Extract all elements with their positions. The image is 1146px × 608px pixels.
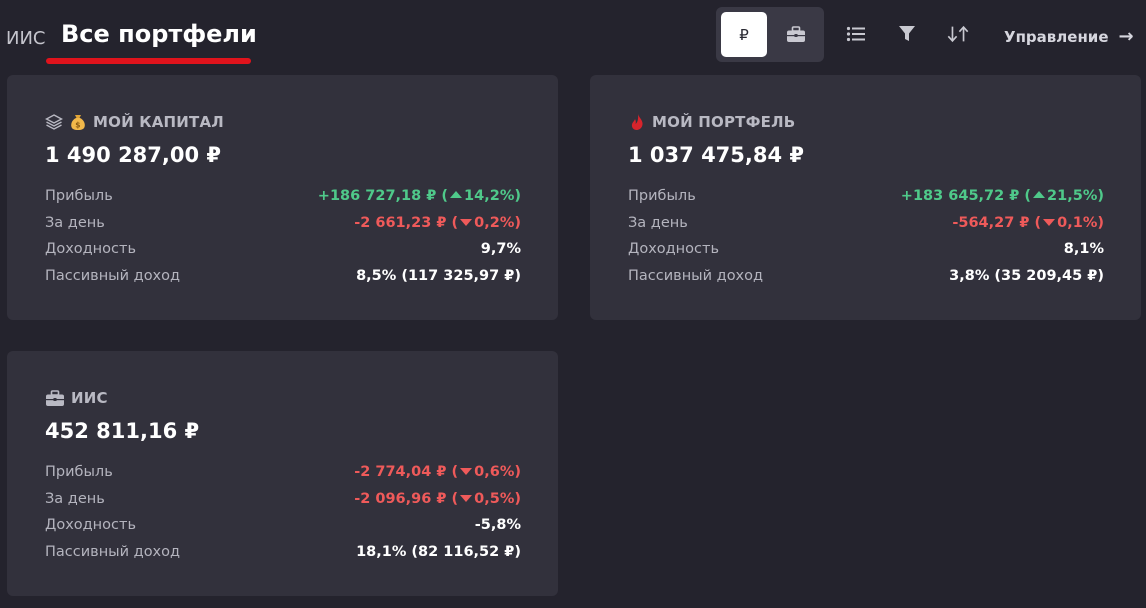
row-label: Пассивный доход xyxy=(628,267,764,284)
row-day: За день -564,27 ₽ (0,1%) xyxy=(628,210,1104,237)
list-view-button[interactable] xyxy=(844,22,868,46)
row-profit: Прибыль +183 645,72 ₽ (21,5%) xyxy=(628,183,1104,210)
passive-income-value: 8,5% (117 325,97 ₽) xyxy=(356,267,521,284)
card-title: ИИС xyxy=(45,389,108,407)
triangle-up-icon xyxy=(1033,191,1046,199)
list-icon xyxy=(846,26,865,42)
card-total: 1 037 475,84 ₽ xyxy=(628,143,805,167)
card-title: МОЙ ПОРТФЕЛЬ xyxy=(628,113,795,131)
card-rows: Прибыль -2 774,04 ₽ (0,6%) За день -2 09… xyxy=(45,459,521,565)
card-rows: Прибыль +183 645,72 ₽ (21,5%) За день -5… xyxy=(628,183,1104,289)
portfolio-card-iis[interactable]: ИИС 452 811,16 ₽ Прибыль -2 774,04 ₽ (0,… xyxy=(7,351,558,596)
active-tab-underline xyxy=(46,58,251,64)
ruble-label: ₽ xyxy=(739,25,749,44)
row-label: Прибыль xyxy=(45,464,113,481)
row-label: Доходность xyxy=(628,241,719,258)
row-label: За день xyxy=(45,490,105,507)
day-change-value: -564,27 ₽ (0,1%) xyxy=(952,214,1104,231)
portfolio-card-capital[interactable]: $ МОЙ КАПИТАЛ 1 490 287,00 ₽ Прибыль +18… xyxy=(7,75,558,320)
row-label: Пассивный доход xyxy=(45,543,181,560)
top-bar: ИИС Все портфели ₽ xyxy=(0,0,1146,70)
row-label: За день xyxy=(628,214,688,231)
row-day: За день -2 661,23 ₽ (0,2%) xyxy=(45,210,521,237)
triangle-down-icon xyxy=(1043,218,1056,226)
manage-label: Управление xyxy=(1004,27,1109,46)
card-total: 1 490 287,00 ₽ xyxy=(45,143,222,167)
tab-iis[interactable]: ИИС xyxy=(6,28,46,49)
row-passive-income: Пассивный доход 3,8% (35 209,45 ₽) xyxy=(628,263,1104,290)
yield-value: 9,7% xyxy=(480,241,521,258)
briefcase-icon xyxy=(45,389,65,407)
day-change-value: -2 661,23 ₽ (0,2%) xyxy=(354,214,521,231)
card-title-text: МОЙ ПОРТФЕЛЬ xyxy=(652,113,796,131)
card-rows: Прибыль +186 727,18 ₽ (14,2%) За день -2… xyxy=(45,183,521,289)
day-change-value: -2 096,96 ₽ (0,5%) xyxy=(354,490,521,507)
row-yield: Доходность 9,7% xyxy=(45,236,521,263)
sort-icon xyxy=(947,25,969,43)
profit-value: +183 645,72 ₽ (21,5%) xyxy=(900,188,1104,205)
row-passive-income: Пассивный доход 18,1% (82 116,52 ₽) xyxy=(45,539,521,566)
card-title-text: ИИС xyxy=(71,389,108,407)
passive-income-value: 3,8% (35 209,45 ₽) xyxy=(949,267,1104,284)
yield-value: -5,8% xyxy=(474,517,521,534)
svg-text:$: $ xyxy=(75,121,80,130)
filter-icon xyxy=(899,26,915,41)
triangle-down-icon xyxy=(460,494,473,502)
row-day: За день -2 096,96 ₽ (0,5%) xyxy=(45,486,521,513)
row-label: Пассивный доход xyxy=(45,267,181,284)
money-bag-icon: $ xyxy=(69,113,87,131)
tab-all-portfolios[interactable]: Все портфели xyxy=(61,20,257,48)
portfolio-card-my-portfolio[interactable]: МОЙ ПОРТФЕЛЬ 1 037 475,84 ₽ Прибыль +183… xyxy=(590,75,1141,320)
layers-icon xyxy=(45,113,63,131)
card-title: $ МОЙ КАПИТАЛ xyxy=(45,113,224,131)
row-passive-income: Пассивный доход 8,5% (117 325,97 ₽) xyxy=(45,263,521,290)
card-total: 452 811,16 ₽ xyxy=(45,419,200,443)
briefcase-icon xyxy=(787,26,805,42)
currency-toggle: ₽ xyxy=(716,7,824,62)
row-yield: Доходность -5,8% xyxy=(45,512,521,539)
row-label: Доходность xyxy=(45,517,136,534)
sort-button[interactable] xyxy=(946,22,970,46)
row-label: За день xyxy=(45,214,105,231)
arrow-right-icon: → xyxy=(1118,26,1134,47)
filter-button[interactable] xyxy=(895,22,919,46)
ruble-toggle-button[interactable]: ₽ xyxy=(721,12,767,57)
row-label: Прибыль xyxy=(628,188,696,205)
briefcase-toggle-button[interactable] xyxy=(773,12,819,57)
profit-value: +186 727,18 ₽ (14,2%) xyxy=(317,188,521,205)
row-label: Доходность xyxy=(45,241,136,258)
row-profit: Прибыль -2 774,04 ₽ (0,6%) xyxy=(45,459,521,486)
row-label: Прибыль xyxy=(45,188,113,205)
flame-icon xyxy=(628,113,646,131)
row-profit: Прибыль +186 727,18 ₽ (14,2%) xyxy=(45,183,521,210)
row-yield: Доходность 8,1% xyxy=(628,236,1104,263)
profit-value: -2 774,04 ₽ (0,6%) xyxy=(354,464,521,481)
card-title-text: МОЙ КАПИТАЛ xyxy=(93,113,224,131)
passive-income-value: 18,1% (82 116,52 ₽) xyxy=(356,543,521,560)
triangle-up-icon xyxy=(450,191,463,199)
triangle-down-icon xyxy=(460,218,473,226)
yield-value: 8,1% xyxy=(1063,241,1104,258)
manage-link[interactable]: Управление → xyxy=(1004,26,1134,47)
triangle-down-icon xyxy=(460,468,473,476)
